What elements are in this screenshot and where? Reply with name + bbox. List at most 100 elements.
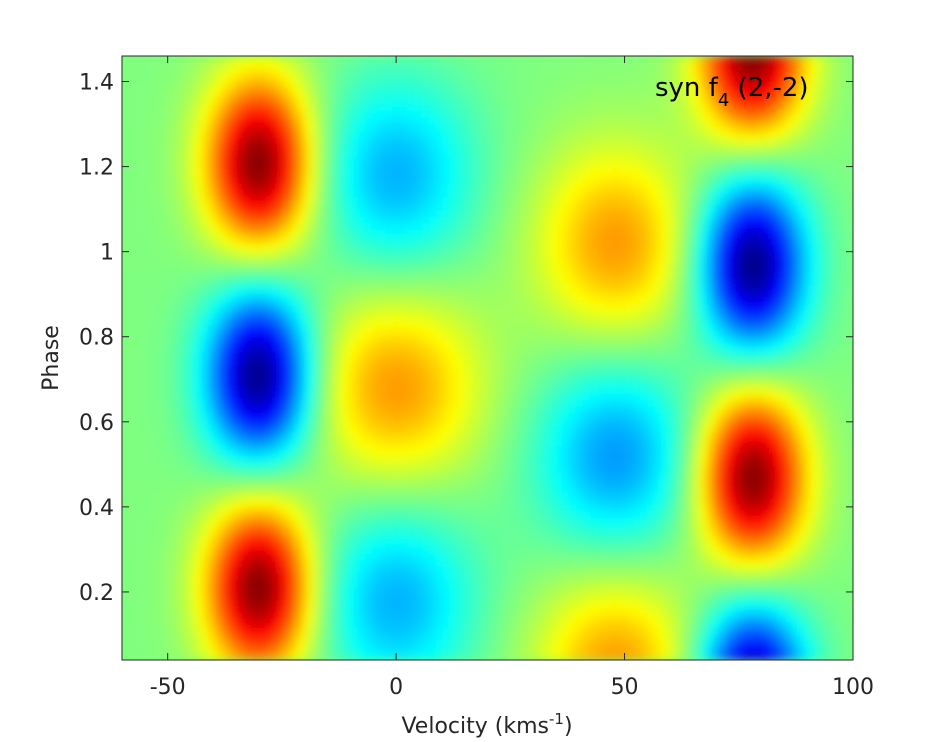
- heatmap-cell: [143, 196, 152, 205]
- heatmap-cell: [472, 290, 481, 299]
- heatmap-cell: [165, 472, 174, 480]
- heatmap-cell: [385, 579, 394, 587]
- heatmap-cell: [129, 498, 138, 507]
- heatmap-cell: [333, 532, 342, 540]
- heatmap-cell: [231, 458, 240, 466]
- heatmap-cell: [465, 445, 474, 453]
- heatmap-cell: [363, 337, 372, 346]
- heatmap-cell: [436, 243, 445, 252]
- heatmap-cell: [429, 431, 437, 440]
- heatmap-cell: [319, 545, 328, 554]
- heatmap-cell: [370, 559, 379, 567]
- heatmap-cell: [290, 458, 299, 466]
- heatmap-cell: [363, 82, 372, 91]
- heatmap-cell: [136, 384, 145, 393]
- heatmap-cell: [195, 391, 204, 399]
- heatmap-cell: [385, 317, 394, 326]
- heatmap-cell: [326, 525, 335, 534]
- heatmap-cell: [297, 324, 306, 332]
- heatmap-cell: [516, 264, 525, 272]
- heatmap-cell: [282, 62, 291, 71]
- heatmap-cell: [282, 250, 291, 258]
- heatmap-cell: [333, 223, 342, 232]
- heatmap-cell: [465, 62, 474, 71]
- heatmap-cell: [421, 425, 430, 433]
- heatmap-cell: [450, 223, 459, 232]
- heatmap-cell: [312, 519, 320, 527]
- heatmap-cell: [333, 331, 342, 339]
- heatmap-cell: [246, 123, 255, 131]
- heatmap-cell: [187, 311, 196, 319]
- heatmap-cell: [195, 492, 204, 500]
- heatmap-cell: [143, 257, 152, 265]
- heatmap-cell: [136, 62, 145, 71]
- heatmap-cell: [165, 438, 174, 446]
- heatmap-cell: [238, 62, 247, 71]
- heatmap-cell: [187, 398, 196, 406]
- heatmap-cell: [355, 217, 364, 225]
- heatmap-cell: [370, 371, 379, 379]
- heatmap-cell: [524, 613, 532, 621]
- heatmap-cell: [253, 384, 262, 393]
- heatmap-cell: [436, 270, 445, 279]
- heatmap-cell: [246, 102, 255, 111]
- heatmap-cell: [436, 257, 445, 265]
- heatmap-cell: [487, 237, 496, 245]
- heatmap-cell: [407, 391, 415, 399]
- heatmap-cell: [122, 250, 130, 258]
- heatmap-cell: [407, 136, 415, 144]
- heatmap-cell: [450, 358, 459, 366]
- heatmap-cell: [238, 358, 247, 366]
- heatmap-cell: [450, 56, 459, 64]
- heatmap-cell: [260, 592, 269, 601]
- heatmap-cell: [253, 257, 262, 265]
- heatmap-cell: [429, 384, 437, 393]
- heatmap-cell: [151, 264, 160, 272]
- heatmap-cell: [173, 297, 182, 305]
- heatmap-cell: [458, 572, 467, 581]
- heatmap-cell: [443, 223, 452, 232]
- heatmap-cell: [429, 337, 437, 346]
- heatmap-cell: [370, 451, 379, 460]
- heatmap-cell: [158, 203, 167, 211]
- heatmap-cell: [122, 176, 130, 185]
- heatmap-cell: [516, 89, 525, 97]
- heatmap-cell: [494, 237, 503, 245]
- heatmap-cell: [407, 599, 415, 607]
- heatmap-cell: [370, 364, 379, 373]
- heatmap-cell: [253, 351, 262, 359]
- heatmap-cell: [458, 519, 467, 527]
- heatmap-cell: [209, 304, 218, 312]
- heatmap-cell: [253, 277, 262, 285]
- heatmap-cell: [370, 304, 379, 312]
- heatmap-cell: [290, 586, 299, 594]
- heatmap-cell: [319, 250, 328, 258]
- heatmap-cell: [260, 123, 269, 131]
- heatmap-cell: [480, 123, 489, 131]
- heatmap-cell: [231, 425, 240, 433]
- heatmap-cell: [370, 270, 379, 279]
- heatmap-cell: [363, 438, 372, 446]
- heatmap-cell: [312, 384, 320, 393]
- heatmap-cell: [268, 653, 277, 660]
- heatmap-cell: [217, 196, 225, 205]
- heatmap-cell: [341, 592, 350, 601]
- heatmap-cell: [158, 586, 167, 594]
- heatmap-cell: [151, 76, 160, 84]
- heatmap-cell: [136, 56, 145, 64]
- heatmap-cell: [282, 277, 291, 285]
- heatmap-cell: [399, 264, 408, 272]
- heatmap-cell: [246, 82, 255, 91]
- heatmap-cell: [509, 519, 518, 527]
- heatmap-cell: [516, 519, 525, 527]
- heatmap-cell: [480, 532, 489, 540]
- heatmap-cell: [297, 566, 306, 574]
- heatmap-cell: [333, 317, 342, 326]
- heatmap-cell: [458, 123, 467, 131]
- heatmap-cell: [151, 391, 160, 399]
- heatmap-cell: [341, 176, 350, 185]
- heatmap-cell: [385, 391, 394, 399]
- heatmap-cell: [180, 472, 189, 480]
- heatmap-cell: [158, 257, 167, 265]
- heatmap-cell: [407, 102, 415, 111]
